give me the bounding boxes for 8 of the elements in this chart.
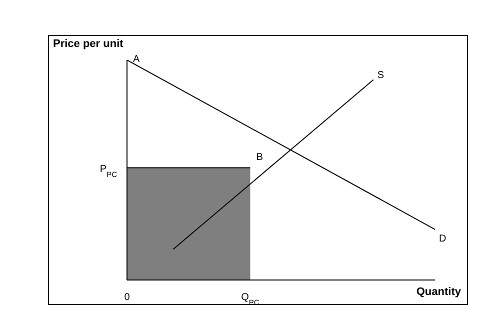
x-tick-label: 0	[124, 292, 130, 303]
annotation: B	[256, 152, 264, 163]
annotation: P$_{PC}$	[100, 164, 118, 178]
series-label: D	[439, 233, 446, 244]
x-axis-title: Quantity	[416, 286, 461, 298]
series-label: S	[377, 70, 384, 81]
annotation: A	[133, 54, 140, 65]
y-axis-title: Price per unit	[53, 38, 124, 50]
